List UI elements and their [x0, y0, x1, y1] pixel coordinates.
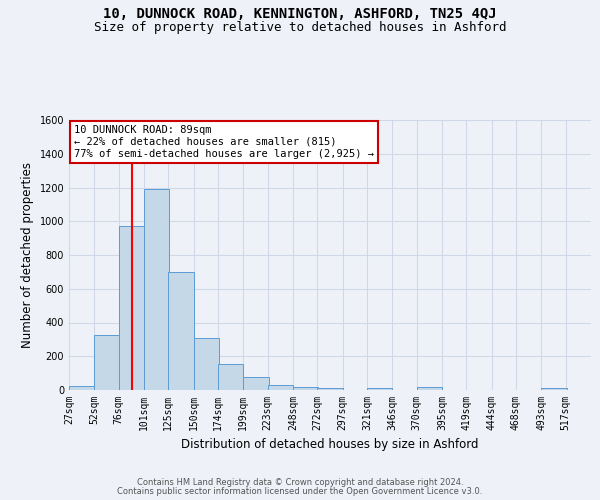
Y-axis label: Number of detached properties: Number of detached properties — [21, 162, 34, 348]
Bar — [94, 335, 119, 390]
Bar — [194, 338, 219, 390]
Text: Contains HM Land Registry data © Crown copyright and database right 2024.: Contains HM Land Registry data © Crown c… — [137, 478, 463, 487]
Bar — [69, 386, 94, 390]
Bar — [244, 378, 269, 390]
Text: 10, DUNNOCK ROAD, KENNINGTON, ASHFORD, TN25 4QJ: 10, DUNNOCK ROAD, KENNINGTON, ASHFORD, T… — [103, 8, 497, 22]
Bar — [144, 189, 169, 390]
Bar — [169, 272, 194, 390]
Bar — [218, 364, 244, 390]
Text: Size of property relative to detached houses in Ashford: Size of property relative to detached ho… — [94, 21, 506, 34]
Bar — [416, 388, 442, 390]
Bar — [268, 385, 293, 390]
Bar — [367, 388, 392, 390]
Bar — [293, 387, 319, 390]
Bar — [119, 226, 144, 390]
X-axis label: Distribution of detached houses by size in Ashford: Distribution of detached houses by size … — [181, 438, 479, 452]
Text: Contains public sector information licensed under the Open Government Licence v3: Contains public sector information licen… — [118, 487, 482, 496]
Text: 10 DUNNOCK ROAD: 89sqm
← 22% of detached houses are smaller (815)
77% of semi-de: 10 DUNNOCK ROAD: 89sqm ← 22% of detached… — [74, 126, 374, 158]
Bar — [317, 388, 343, 390]
Bar — [541, 388, 566, 390]
